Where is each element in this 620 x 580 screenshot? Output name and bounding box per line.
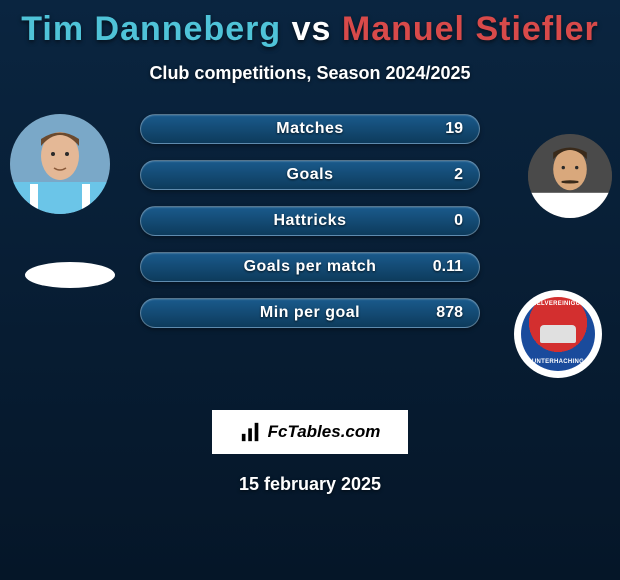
player1-name: Tim Danneberg <box>21 10 281 48</box>
jersey <box>528 193 612 218</box>
stat-value: 878 <box>436 304 463 322</box>
players-row: SPIELVEREINIGUNG UNTERHACHING Matches 19… <box>0 114 620 394</box>
eye <box>51 152 55 156</box>
beard <box>562 180 579 183</box>
stat-value: 19 <box>445 120 463 138</box>
stat-label: Matches <box>276 120 344 138</box>
player1-club-placeholder <box>25 262 115 288</box>
eye <box>65 152 69 156</box>
player2-name: Manuel Stiefler <box>342 10 599 48</box>
eye <box>575 166 578 169</box>
player2-avatar <box>528 134 612 218</box>
player2-club-badge: SPIELVEREINIGUNG UNTERHACHING <box>514 290 602 378</box>
eye <box>562 166 565 169</box>
badge-top-text: SPIELVEREINIGUNG <box>521 301 595 307</box>
vs-text: vs <box>292 10 332 48</box>
subtitle: Club competitions, Season 2024/2025 <box>0 63 620 84</box>
player2-avatar-svg <box>528 134 612 218</box>
branding-text: FcTables.com <box>268 422 381 442</box>
stat-row-min-per-goal: Min per goal 878 <box>140 298 480 328</box>
stripe <box>30 184 38 214</box>
badge-stadium-icon <box>540 325 576 343</box>
branding-box: FcTables.com <box>212 410 408 454</box>
stripe <box>82 184 90 214</box>
stat-value: 2 <box>454 166 463 184</box>
badge-bottom-text: UNTERHACHING <box>521 359 595 365</box>
player1-avatar-svg <box>10 114 110 214</box>
badge-inner: SPIELVEREINIGUNG UNTERHACHING <box>521 297 595 371</box>
stat-label: Min per goal <box>260 304 360 322</box>
date-text: 15 february 2025 <box>0 474 620 495</box>
stat-value: 0.11 <box>433 258 463 276</box>
jersey <box>10 182 110 214</box>
stat-label: Goals <box>287 166 334 184</box>
player1-avatar <box>10 114 110 214</box>
stat-label: Goals per match <box>244 258 377 276</box>
stat-row-goals-per-match: Goals per match 0.11 <box>140 252 480 282</box>
stats-column: Matches 19 Goals 2 Hattricks 0 Goals per… <box>140 114 480 344</box>
stat-value: 0 <box>454 212 463 230</box>
face <box>553 148 587 190</box>
stat-row-matches: Matches 19 <box>140 114 480 144</box>
bars-icon <box>240 421 262 443</box>
stat-row-goals: Goals 2 <box>140 160 480 190</box>
stat-label: Hattricks <box>274 212 347 230</box>
stat-row-hattricks: Hattricks 0 <box>140 206 480 236</box>
comparison-title: Tim Danneberg vs Manuel Stiefler <box>0 0 620 49</box>
